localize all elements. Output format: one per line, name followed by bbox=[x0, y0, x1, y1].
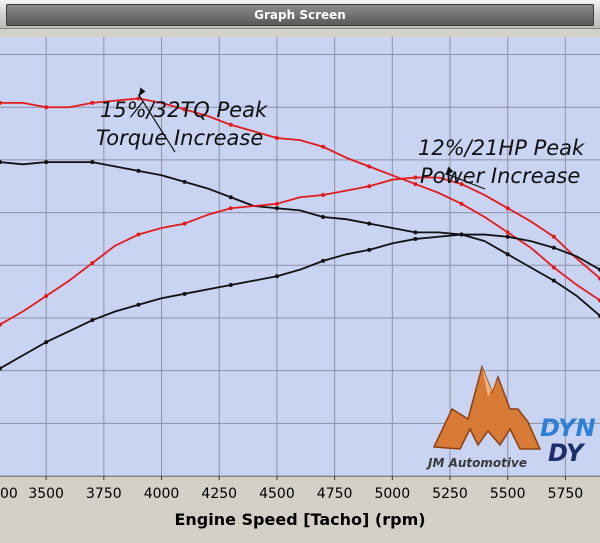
data-point bbox=[321, 193, 326, 198]
annotation-1-line1: 15%/32TQ Peak bbox=[100, 98, 268, 122]
data-point bbox=[413, 236, 418, 241]
data-point bbox=[551, 278, 556, 283]
x-tick-label: 4250 bbox=[201, 486, 237, 502]
data-point bbox=[505, 206, 510, 211]
logo-brand-secondary: DY bbox=[548, 439, 586, 467]
annotation-1-arrow bbox=[137, 94, 176, 153]
data-point bbox=[274, 135, 279, 140]
data-point bbox=[182, 179, 187, 184]
annotation-2-arrowhead-icon bbox=[445, 166, 454, 176]
x-axis-svg: 00 3500 3750 4000 4250 4500 4750 5000 5250 5500 57… bbox=[0, 476, 600, 502]
data-point bbox=[321, 214, 326, 219]
data-point bbox=[274, 201, 279, 206]
data-point bbox=[367, 164, 372, 169]
annotation-2-arrow bbox=[445, 172, 486, 190]
data-point bbox=[505, 230, 510, 235]
x-tick-label: 3500 bbox=[28, 486, 64, 502]
annotation-1-arrowhead-icon bbox=[138, 87, 146, 97]
data-point bbox=[90, 100, 95, 105]
x-tick-label: 3750 bbox=[86, 486, 122, 502]
data-point bbox=[44, 294, 49, 299]
data-point bbox=[459, 232, 464, 237]
x-tick-label: 4000 bbox=[144, 486, 180, 502]
data-point bbox=[90, 261, 95, 266]
chart-plot-svg: 15%/32TQ Peak Torque Increase 12%/21HP Pea… bbox=[0, 37, 600, 476]
titlebar-panel: Graph Screen bbox=[6, 4, 594, 26]
annotation-1-line2: Torque Increase bbox=[96, 126, 263, 150]
data-point bbox=[551, 245, 556, 250]
data-point bbox=[505, 234, 510, 239]
data-point bbox=[182, 221, 187, 226]
x-tick-label: 5500 bbox=[490, 486, 526, 502]
data-point bbox=[321, 258, 326, 263]
series-line-3 bbox=[0, 176, 600, 326]
data-point bbox=[182, 107, 187, 112]
window-title: Graph Screen bbox=[254, 8, 346, 22]
x-tick-label-edge: 00 bbox=[0, 486, 18, 502]
data-point bbox=[459, 201, 464, 206]
x-tick-label: 5000 bbox=[374, 486, 410, 502]
data-point bbox=[551, 265, 556, 270]
logo-mountain-shade-icon bbox=[482, 367, 498, 397]
data-point bbox=[44, 340, 49, 345]
data-point bbox=[413, 230, 418, 235]
x-axis-label: Engine Speed [Tacho] (rpm) bbox=[174, 510, 426, 529]
data-point bbox=[0, 160, 2, 165]
data-point bbox=[274, 274, 279, 279]
annotation-2-line1: 12%/21HP Peak bbox=[418, 136, 585, 160]
logo-text: JM Automotive bbox=[426, 456, 527, 470]
data-point bbox=[551, 234, 556, 239]
data-point bbox=[0, 100, 2, 105]
data-point bbox=[228, 283, 233, 288]
logo: JM Automotive DYN DY bbox=[426, 364, 596, 470]
data-point bbox=[44, 105, 49, 110]
data-point bbox=[90, 318, 95, 323]
data-point bbox=[274, 206, 279, 211]
series-line-4 bbox=[0, 233, 600, 370]
series-line-1 bbox=[0, 97, 600, 302]
data-point bbox=[459, 182, 464, 187]
data-point bbox=[182, 291, 187, 296]
data-point bbox=[228, 122, 233, 127]
plot-area: 15%/32TQ Peak Torque Increase 12%/21HP Pea… bbox=[0, 37, 600, 476]
data-point bbox=[136, 232, 141, 237]
x-tick-label: 5750 bbox=[548, 486, 584, 502]
data-point bbox=[90, 160, 95, 165]
logo-brand: DYN bbox=[540, 414, 596, 442]
annotation-2-line2: Power Increase bbox=[420, 164, 580, 188]
series-line-2 bbox=[0, 161, 600, 317]
data-point bbox=[228, 206, 233, 211]
data-point bbox=[367, 184, 372, 189]
window-titlebar: Graph Screen bbox=[0, 0, 600, 29]
data-point bbox=[0, 322, 2, 327]
data-point bbox=[44, 160, 49, 165]
data-point bbox=[413, 175, 418, 180]
series-layer bbox=[0, 96, 600, 371]
data-point bbox=[367, 221, 372, 226]
grid bbox=[0, 37, 600, 476]
data-point bbox=[367, 247, 372, 252]
logo-mountain-icon bbox=[432, 364, 542, 450]
data-point bbox=[136, 168, 141, 173]
data-point bbox=[136, 96, 141, 101]
x-tick-label: 4500 bbox=[259, 486, 295, 502]
x-tick-label: 5250 bbox=[432, 486, 468, 502]
x-tick-label: 4750 bbox=[317, 486, 353, 502]
annotation-layer: 15%/32TQ Peak Torque Increase 12%/21HP Pea… bbox=[96, 87, 585, 190]
data-point bbox=[321, 144, 326, 149]
data-point bbox=[228, 195, 233, 200]
data-point bbox=[0, 366, 2, 371]
x-axis-area: 00 3500 3750 4000 4250 4500 4750 5000 5250 5500 57… bbox=[0, 476, 600, 543]
data-point bbox=[136, 302, 141, 307]
data-point bbox=[413, 182, 418, 187]
data-point bbox=[505, 252, 510, 257]
